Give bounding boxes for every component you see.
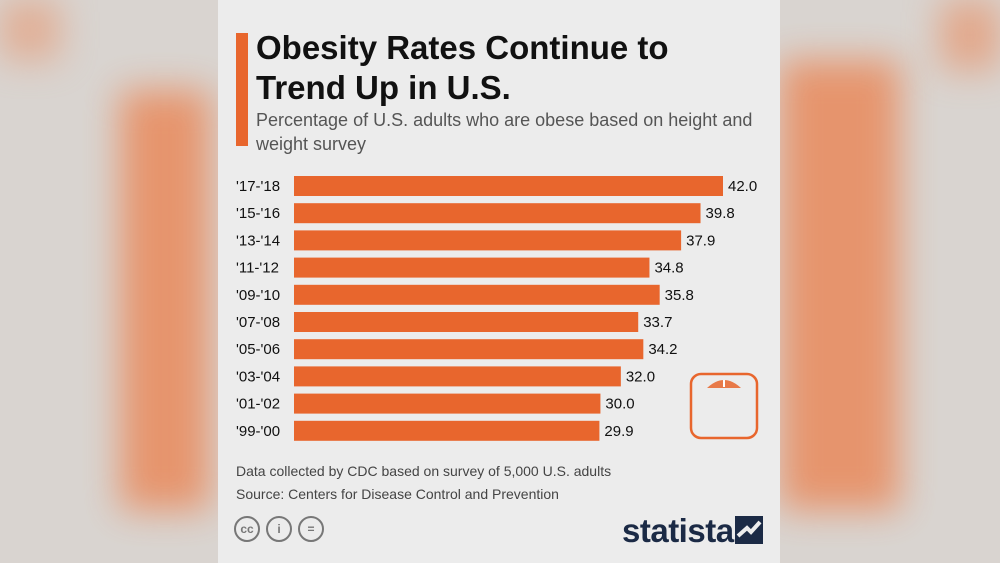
value-label: 34.8 <box>654 260 683 277</box>
bar[interactable] <box>294 257 650 278</box>
source-note: Source: Centers for Disease Control and … <box>236 486 559 502</box>
infographic-card: Obesity Rates Continue to Trend Up in U.… <box>218 0 780 563</box>
value-label: 29.9 <box>604 423 633 440</box>
value-label: 42.0 <box>728 178 757 195</box>
category-label: '01-'02 <box>236 396 280 413</box>
value-label: 35.8 <box>665 287 694 304</box>
value-label: 32.0 <box>626 368 655 385</box>
statista-logo-icon <box>735 516 763 544</box>
bar[interactable] <box>294 176 723 196</box>
chart-title: Obesity Rates Continue to Trend Up in U.… <box>256 29 669 106</box>
bar[interactable] <box>294 203 701 224</box>
category-label: '05-'06 <box>236 341 280 358</box>
statista-brand[interactable]: statista <box>622 512 734 549</box>
no-derivatives-icon[interactable]: = <box>298 516 324 542</box>
bar[interactable] <box>294 230 682 251</box>
chart-subtitle: Percentage of U.S. adults who are obese … <box>256 110 753 154</box>
title-accent-bar <box>236 33 248 146</box>
category-label: '99-'00 <box>236 423 280 440</box>
category-label: '15-'16 <box>236 205 280 222</box>
value-label: 37.9 <box>686 232 715 249</box>
value-label: 34.2 <box>648 341 677 358</box>
background-left <box>0 0 218 563</box>
bar[interactable] <box>294 366 621 387</box>
scale-icon <box>689 372 759 440</box>
category-label: '07-'08 <box>236 314 280 331</box>
value-label: 39.8 <box>706 205 735 222</box>
value-label: 33.7 <box>643 314 672 331</box>
creative-commons-icon[interactable]: cc <box>234 516 260 542</box>
bar[interactable] <box>294 284 660 305</box>
value-label: 30.0 <box>605 396 634 413</box>
category-label: '09-'10 <box>236 287 280 304</box>
bar[interactable] <box>294 393 601 414</box>
bar[interactable] <box>294 312 639 332</box>
bar[interactable] <box>294 420 600 441</box>
bar-chart: '17-'18 42.0 '15-'16 39.8 '13-'14 37.9 '11-'12… <box>236 176 757 441</box>
attribution-icon[interactable]: i <box>266 516 292 542</box>
category-label: '13-'14 <box>236 232 280 249</box>
category-label: '11-'12 <box>236 260 279 277</box>
license-icons: cc i = <box>234 516 324 542</box>
data-note: Data collected by CDC based on survey of… <box>236 463 612 479</box>
bar[interactable] <box>294 339 644 360</box>
background-right <box>780 0 1000 563</box>
category-label: '03-'04 <box>236 368 280 385</box>
category-label: '17-'18 <box>236 178 280 195</box>
